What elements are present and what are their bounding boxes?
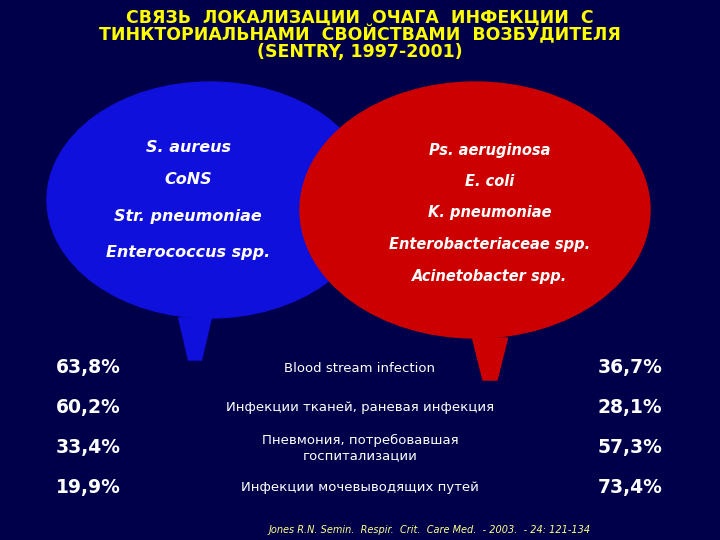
Text: Str. pneumoniae: Str. pneumoniae: [114, 210, 262, 225]
Text: ТИНКТОРИАЛЬНАМИ  СВОЙСТВАМИ  ВОЗБУДИТЕЛЯ: ТИНКТОРИАЛЬНАМИ СВОЙСТВАМИ ВОЗБУДИТЕЛЯ: [99, 25, 621, 45]
Text: 73,4%: 73,4%: [598, 478, 662, 497]
Text: Enterobacteriaceae spp.: Enterobacteriaceae spp.: [390, 237, 590, 252]
Text: 57,3%: 57,3%: [598, 438, 662, 457]
Polygon shape: [179, 318, 211, 360]
Text: 60,2%: 60,2%: [55, 399, 120, 417]
Text: Jones R.N. Semin.  Respir.  Crit.  Care Med.  - 2003.  - 24: 121-134: Jones R.N. Semin. Respir. Crit. Care Med…: [269, 525, 591, 535]
Text: S. aureus: S. aureus: [145, 140, 230, 156]
Ellipse shape: [300, 82, 650, 338]
Text: Blood stream infection: Blood stream infection: [284, 361, 436, 375]
Text: CoNS: CoNS: [164, 172, 212, 187]
Text: K. pneumoniae: K. pneumoniae: [428, 205, 552, 219]
Text: 19,9%: 19,9%: [55, 478, 120, 497]
Text: 63,8%: 63,8%: [55, 359, 120, 377]
Text: (SENTRY, 1997-2001): (SENTRY, 1997-2001): [257, 43, 463, 61]
Text: 33,4%: 33,4%: [55, 438, 120, 457]
Text: Инфекции мочевыводящих путей: Инфекции мочевыводящих путей: [241, 482, 479, 495]
Text: Пневмония, потребовавшая
госпитализации: Пневмония, потребовавшая госпитализации: [261, 434, 459, 462]
Text: Ps. aeruginosa: Ps. aeruginosa: [429, 143, 551, 158]
Text: E. coli: E. coli: [465, 174, 515, 190]
Text: 28,1%: 28,1%: [598, 399, 662, 417]
Text: Инфекции тканей, раневая инфекция: Инфекции тканей, раневая инфекция: [226, 402, 494, 415]
Text: Acinetobacter spp.: Acinetobacter spp.: [413, 268, 567, 284]
Text: СВЯЗЬ  ЛОКАЛИЗАЦИИ  ОЧАГА  ИНФЕКЦИИ  С: СВЯЗЬ ЛОКАЛИЗАЦИИ ОЧАГА ИНФЕКЦИИ С: [126, 9, 594, 27]
Polygon shape: [472, 338, 508, 380]
Text: Enterococcus spp.: Enterococcus spp.: [106, 245, 270, 260]
Ellipse shape: [47, 82, 373, 318]
Text: 36,7%: 36,7%: [598, 359, 662, 377]
